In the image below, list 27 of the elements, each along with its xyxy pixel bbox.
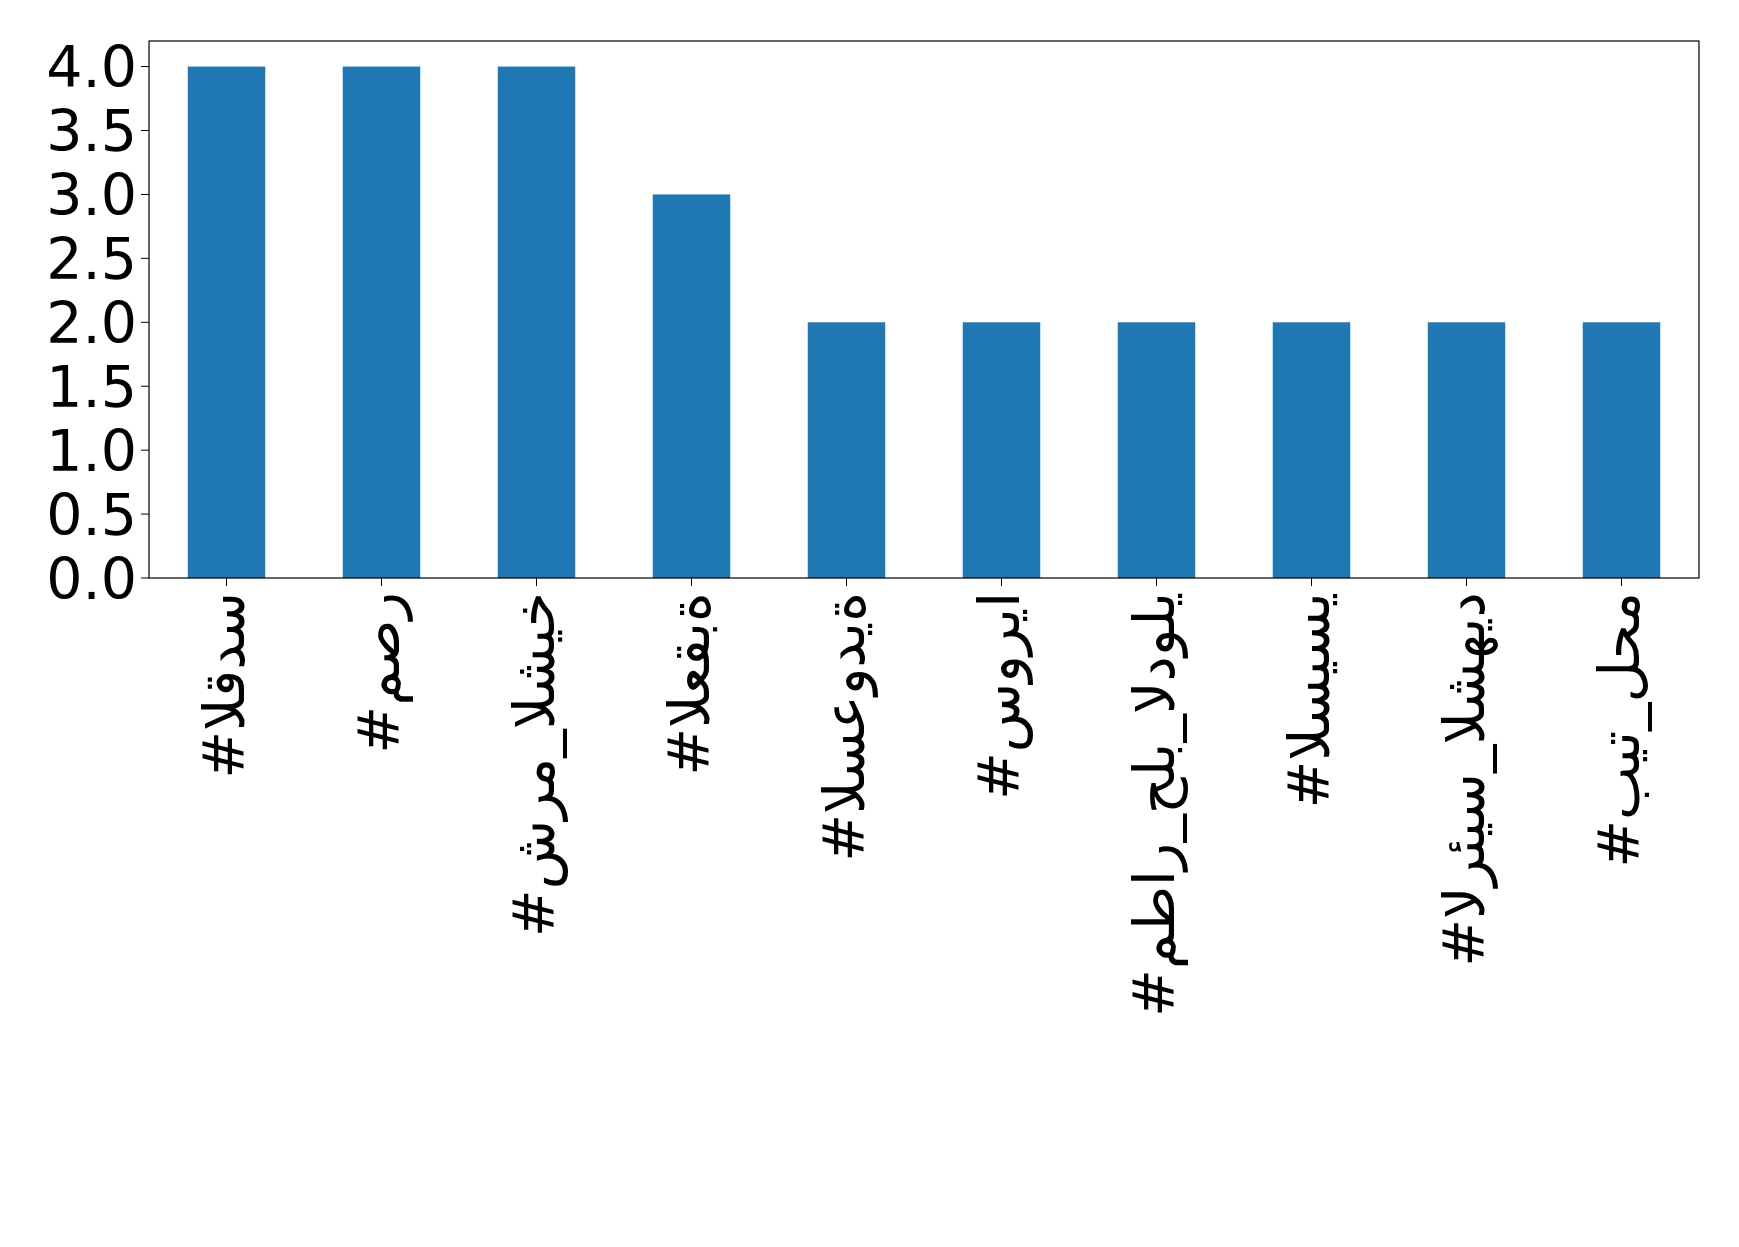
bar bbox=[1582, 322, 1661, 578]
x-tick-label: #مصر bbox=[345, 592, 413, 754]
y-tick-label: 2.0 bbox=[46, 289, 137, 356]
bar bbox=[1427, 322, 1506, 578]
bar bbox=[807, 322, 886, 578]
x-tick-label: #السعودية bbox=[810, 592, 878, 862]
x-tick-label: #القدس bbox=[190, 592, 257, 779]
y-tick-label: 4.0 bbox=[46, 34, 137, 101]
x-tick-label: #السيسي bbox=[1275, 592, 1342, 809]
bar bbox=[1117, 322, 1196, 578]
bar bbox=[652, 194, 731, 578]
y-tick-label: 1.0 bbox=[46, 417, 137, 484]
bar bbox=[1272, 322, 1351, 578]
bar bbox=[497, 66, 576, 578]
x-tick-label: #شرم_الشيخ bbox=[500, 592, 568, 938]
y-tick-label: 2.5 bbox=[46, 225, 137, 292]
x-tick-label: #العقبة bbox=[655, 592, 722, 776]
bar bbox=[342, 66, 421, 578]
bar bbox=[187, 66, 266, 578]
y-tick-label: 1.5 bbox=[46, 353, 137, 420]
y-tick-label: 0.0 bbox=[46, 545, 137, 612]
x-tick-label: #سوريا bbox=[965, 592, 1033, 801]
x-tick-label: #مطار_حلب_الدولي bbox=[1120, 592, 1188, 1018]
bar bbox=[962, 322, 1041, 578]
x-tick-label: #بيت_لحم bbox=[1585, 592, 1652, 868]
x-tick-label: #الرئيس_الشهيد bbox=[1430, 592, 1498, 967]
y-tick-label: 0.5 bbox=[46, 481, 137, 548]
